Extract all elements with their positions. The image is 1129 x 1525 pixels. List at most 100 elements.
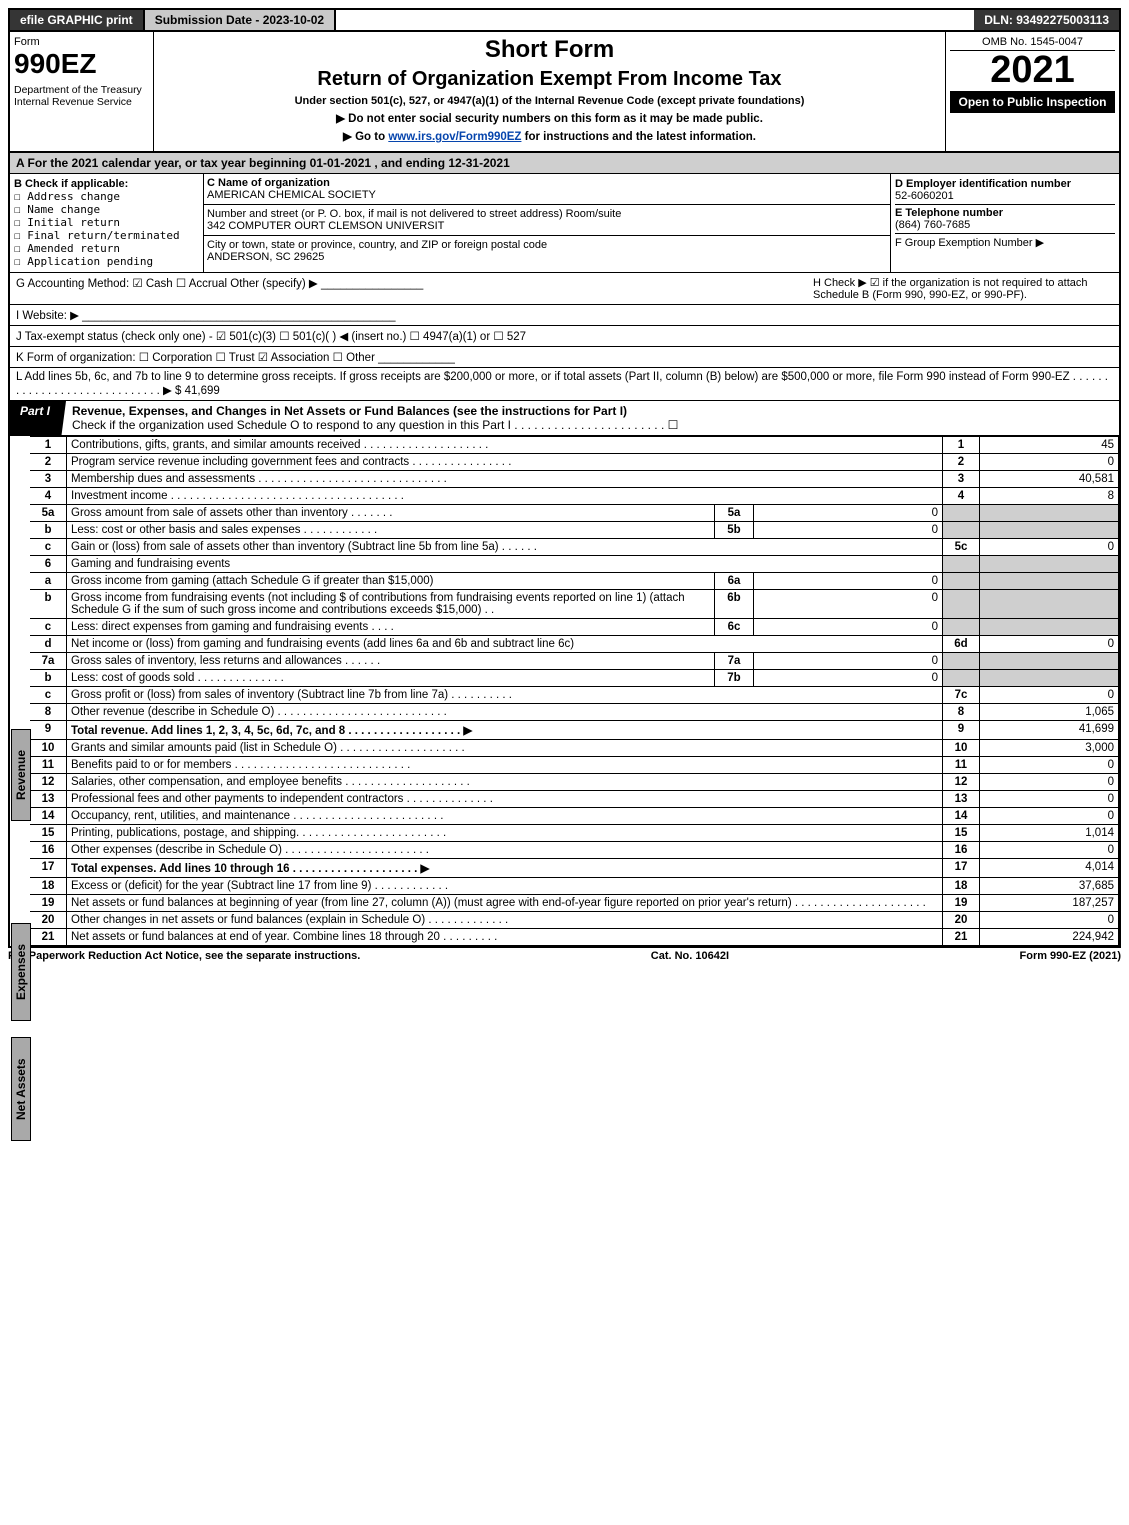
part1-tab: Part I xyxy=(10,401,66,435)
e-value: (864) 760-7685 xyxy=(895,219,970,231)
lno-15: 15 xyxy=(30,825,67,842)
chk-name[interactable]: ☐ Name change xyxy=(14,203,100,216)
page-footer: For Paperwork Reduction Act Notice, see … xyxy=(8,948,1121,962)
c-city-value: ANDERSON, SC 29625 xyxy=(207,251,324,263)
desc-21: Net assets or fund balances at end of ye… xyxy=(67,929,943,946)
amt-5c: 0 xyxy=(980,539,1119,556)
amt-18: 37,685 xyxy=(980,878,1119,895)
row-10: 10Grants and similar amounts paid (list … xyxy=(30,740,1119,757)
sublbl-5b: 5b xyxy=(715,522,754,539)
amt-17: 4,014 xyxy=(980,859,1119,878)
row-8: 8Other revenue (describe in Schedule O) … xyxy=(30,704,1119,721)
amt-7b-grey xyxy=(980,670,1119,687)
line-j: J Tax-exempt status (check only one) - ☑… xyxy=(10,326,1119,347)
desc-7b: Less: cost of goods sold . . . . . . . .… xyxy=(67,670,715,687)
amt-8: 1,065 xyxy=(980,704,1119,721)
desc-15: Printing, publications, postage, and shi… xyxy=(67,825,943,842)
section-b: B Check if applicable: ☐ Address change … xyxy=(10,174,203,272)
desc-6: Gaming and fundraising events xyxy=(67,556,943,573)
row-7a: 7aGross sales of inventory, less returns… xyxy=(30,653,1119,670)
amt-7c: 0 xyxy=(980,687,1119,704)
chk-final[interactable]: ☐ Final return/terminated xyxy=(14,229,180,242)
rno-18: 18 xyxy=(943,878,980,895)
irs-link[interactable]: www.irs.gov/Form990EZ xyxy=(388,131,521,143)
lno-13: 13 xyxy=(30,791,67,808)
part1-sub: Check if the organization used Schedule … xyxy=(72,418,678,432)
row-16: 16Other expenses (describe in Schedule O… xyxy=(30,842,1119,859)
lno-5b: b xyxy=(30,522,67,539)
lno-1: 1 xyxy=(30,437,67,454)
desc-7a: Gross sales of inventory, less returns a… xyxy=(67,653,715,670)
amt-1: 45 xyxy=(980,437,1119,454)
desc-12: Salaries, other compensation, and employ… xyxy=(67,774,943,791)
desc-1: Contributions, gifts, grants, and simila… xyxy=(67,437,943,454)
warning-ssn: ▶ Do not enter social security numbers o… xyxy=(158,111,941,125)
efile-print-button[interactable]: efile GRAPHIC print xyxy=(10,10,145,30)
amt-13: 0 xyxy=(980,791,1119,808)
g-accounting: G Accounting Method: ☑ Cash ☐ Accrual Ot… xyxy=(16,276,423,301)
lno-7b: b xyxy=(30,670,67,687)
desc-6b: Gross income from fundraising events (no… xyxy=(67,590,715,619)
rno-7c: 7c xyxy=(943,687,980,704)
row-6d: dNet income or (loss) from gaming and fu… xyxy=(30,636,1119,653)
sublbl-6c: 6c xyxy=(715,619,754,636)
footer-right: Form 990-EZ (2021) xyxy=(1020,950,1121,962)
header-right: OMB No. 1545-0047 2021 Open to Public In… xyxy=(946,32,1119,151)
amt-16: 0 xyxy=(980,842,1119,859)
row-19: 19Net assets or fund balances at beginni… xyxy=(30,895,1119,912)
subamt-6c: 0 xyxy=(754,619,943,636)
chk-initial[interactable]: ☐ Initial return xyxy=(14,216,120,229)
row-13: 13Professional fees and other payments t… xyxy=(30,791,1119,808)
f-label: F Group Exemption Number ▶ xyxy=(895,237,1044,249)
lno-6d: d xyxy=(30,636,67,653)
row-6a: aGross income from gaming (attach Schedu… xyxy=(30,573,1119,590)
rno-15: 15 xyxy=(943,825,980,842)
desc-7c: Gross profit or (loss) from sales of inv… xyxy=(67,687,943,704)
lno-6a: a xyxy=(30,573,67,590)
header-left: Form 990EZ Department of the Treasury In… xyxy=(10,32,154,151)
rno-6a-grey xyxy=(943,573,980,590)
rno-9: 9 xyxy=(943,721,980,740)
row-5c: cGain or (loss) from sale of assets othe… xyxy=(30,539,1119,556)
row-3: 3Membership dues and assessments . . . .… xyxy=(30,471,1119,488)
tax-year: 2021 xyxy=(950,51,1115,89)
lno-12: 12 xyxy=(30,774,67,791)
part1-header: Part I Revenue, Expenses, and Changes in… xyxy=(10,401,1119,436)
c-street-value: 342 COMPUTER OURT CLEMSON UNIVERSIT xyxy=(207,220,444,232)
desc-11: Benefits paid to or for members . . . . … xyxy=(67,757,943,774)
amt-6a-grey xyxy=(980,573,1119,590)
amt-4: 8 xyxy=(980,488,1119,505)
rno-5a-grey xyxy=(943,505,980,522)
section-def: D Employer identification number 52-6060… xyxy=(891,174,1119,272)
row-6: 6Gaming and fundraising events xyxy=(30,556,1119,573)
lno-14: 14 xyxy=(30,808,67,825)
chk-pending[interactable]: ☐ Application pending xyxy=(14,255,153,268)
rno-20: 20 xyxy=(943,912,980,929)
row-7b: bLess: cost of goods sold . . . . . . . … xyxy=(30,670,1119,687)
d-value: 52-6060201 xyxy=(895,190,954,202)
sublbl-6a: 6a xyxy=(715,573,754,590)
amt-20: 0 xyxy=(980,912,1119,929)
form-header: Form 990EZ Department of the Treasury In… xyxy=(10,32,1119,153)
rno-5b-grey xyxy=(943,522,980,539)
row-12: 12Salaries, other compensation, and empl… xyxy=(30,774,1119,791)
desc-6c: Less: direct expenses from gaming and fu… xyxy=(67,619,715,636)
subamt-7a: 0 xyxy=(754,653,943,670)
e-label: E Telephone number xyxy=(895,207,1003,219)
row-4: 4Investment income . . . . . . . . . . .… xyxy=(30,488,1119,505)
lno-19: 19 xyxy=(30,895,67,912)
amt-15: 1,014 xyxy=(980,825,1119,842)
chk-amended[interactable]: ☐ Amended return xyxy=(14,242,120,255)
amt-9: 41,699 xyxy=(980,721,1119,740)
c-street-label: Number and street (or P. O. box, if mail… xyxy=(207,208,621,220)
submission-date-button[interactable]: Submission Date - 2023-10-02 xyxy=(145,10,336,30)
desc-5b: Less: cost or other basis and sales expe… xyxy=(67,522,715,539)
rno-4: 4 xyxy=(943,488,980,505)
rno-5c: 5c xyxy=(943,539,980,556)
lno-16: 16 xyxy=(30,842,67,859)
title-long: Return of Organization Exempt From Incom… xyxy=(158,68,941,91)
desc-5a: Gross amount from sale of assets other t… xyxy=(67,505,715,522)
open-public-badge: Open to Public Inspection xyxy=(950,91,1115,113)
chk-address[interactable]: ☐ Address change xyxy=(14,190,120,203)
lno-4: 4 xyxy=(30,488,67,505)
